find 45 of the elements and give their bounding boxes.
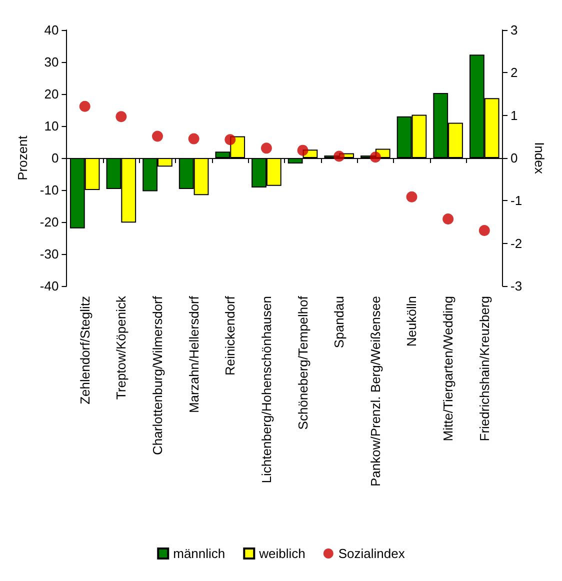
legend-label: weiblich <box>258 546 306 561</box>
point <box>442 214 454 225</box>
y-tick-label: -40 <box>40 278 59 294</box>
point <box>224 134 236 146</box>
y2-axis-title: Index <box>532 142 547 174</box>
point <box>188 133 200 144</box>
y-axis-title: Prozent <box>15 135 30 180</box>
point <box>260 142 272 154</box>
y2-tick-label: 0 <box>510 150 518 166</box>
point <box>406 191 418 202</box>
point <box>116 111 127 122</box>
y-tick-label: 10 <box>44 118 59 134</box>
point <box>334 150 345 162</box>
x-tick-label: Pankow/Prenzl. Berg/Weißensee <box>368 296 383 487</box>
point <box>370 152 381 163</box>
x-tick-label: Treptow/Köpenick <box>114 296 129 400</box>
point <box>79 100 90 112</box>
y2-tick-label: -2 <box>510 236 522 251</box>
y-tick-label: 30 <box>44 54 59 70</box>
y-tick-label: 20 <box>44 86 59 102</box>
y-tick-label: 0 <box>51 150 59 166</box>
y-tick-label: 40 <box>44 22 59 38</box>
point <box>297 144 308 156</box>
y2-tick-label: -3 <box>510 278 522 294</box>
x-tick-label: Friedrichshain/Kreuzberg <box>476 296 492 442</box>
x-tick-label: Charlottenburg/Wilmersdorf <box>150 296 165 455</box>
x-tick-label: Lichtenberg/Hohenschönhausen <box>258 296 274 484</box>
x-tick-label: Mitte/Tiergarten/Wedding <box>440 296 456 442</box>
x-tick-label: Neukölln <box>404 296 420 347</box>
y-tick-label: -10 <box>40 182 59 198</box>
x-tick-label: Marzahn/Hellersdorf <box>186 296 202 414</box>
x-tick-label: Zehlendorf/Steglitz <box>77 296 92 404</box>
point <box>152 130 163 142</box>
y-tick-label: -30 <box>40 246 59 262</box>
legend-label: männlich <box>173 546 226 561</box>
x-tick-label: Spandau <box>332 296 347 348</box>
y-tick-label: -20 <box>40 214 59 230</box>
x-tick-label: Reinickendorf <box>222 296 238 376</box>
y2-tick-label: 1 <box>510 108 518 123</box>
y2-tick-label: 3 <box>510 22 518 38</box>
legend-label: Sozialindex <box>338 546 406 561</box>
x-tick-label: Schöneberg/Tempelhof <box>295 296 310 430</box>
point <box>478 225 490 236</box>
y2-tick-label: 2 <box>510 65 518 80</box>
y2-tick-label: -1 <box>510 193 522 208</box>
